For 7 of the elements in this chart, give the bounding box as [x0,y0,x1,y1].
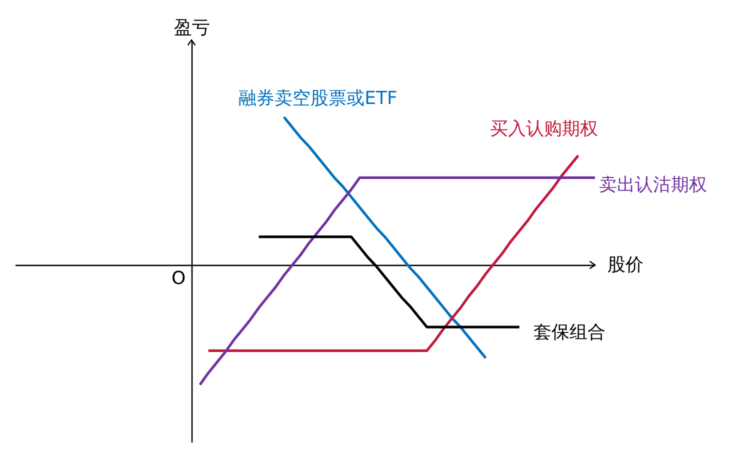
x-axis-title: 股价 [608,254,644,276]
text: 融券卖空股票或ETF [238,88,398,110]
annotation: O [171,268,186,289]
series-label: 买入认购期权 [490,118,598,140]
series-label: 卖出认沽期权 [599,174,707,196]
series-label: 套保组合 [533,322,606,344]
y-axis-title: 盈亏 [174,18,210,38]
